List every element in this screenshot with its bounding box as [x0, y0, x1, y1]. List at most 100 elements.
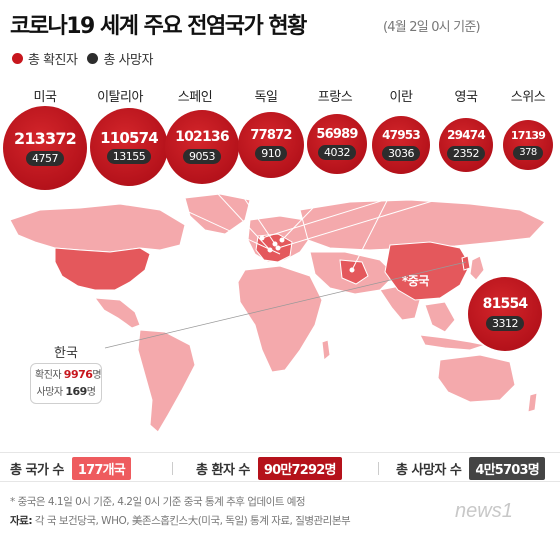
- canada-shape: [9, 203, 186, 253]
- country-name-switzerland: 스위스: [510, 90, 546, 105]
- total-patients-label: 총 환자 수: [196, 463, 250, 478]
- divider: [378, 462, 379, 475]
- deaths-value: 3036: [382, 145, 420, 161]
- country-bubbles: 미국 213372 4757 이탈리아 110574 13155 스페인 102…: [0, 0, 560, 200]
- source-label: 자료:: [10, 515, 33, 527]
- bubble-usa: 213372 4757: [3, 106, 87, 190]
- africa-shape: [237, 265, 323, 373]
- country-name-spain: 스페인: [177, 90, 213, 105]
- country-name-germany: 독일: [254, 90, 278, 105]
- iran-shape: [339, 259, 369, 285]
- deaths-value: 13155: [106, 149, 152, 165]
- deaths-value: 4032: [318, 145, 356, 161]
- japan-shape: [469, 255, 485, 281]
- korea-deaths-unit: 명: [86, 386, 96, 398]
- marker-dot: [272, 241, 278, 247]
- page-title: 코로나19 세계 주요 전염국가 현황: [10, 14, 307, 39]
- cases-value: 213372: [14, 129, 77, 149]
- cases-value: 81554: [482, 296, 529, 313]
- total-countries-value: 177개국: [71, 457, 131, 480]
- country-name-italy: 이탈리아: [97, 90, 143, 105]
- cases-value: 77872: [250, 127, 292, 143]
- source-line: 자료: 각 국 보건당국, WHO, 美존스홉킨스大(미국, 독일) 통계 자료…: [10, 513, 351, 528]
- bubble-switzerland: 17139 378: [503, 120, 553, 170]
- korea-deaths-value: 169: [65, 384, 87, 398]
- legend-deaths-label: 총 사망자: [103, 53, 153, 68]
- total-deaths-label: 총 사망자 수: [396, 463, 462, 478]
- total-deaths-value: 4만5703명: [469, 457, 545, 480]
- marker-dot: [275, 245, 281, 251]
- korea-deaths-label: 사망자: [36, 386, 64, 398]
- madagascar-shape: [321, 339, 331, 361]
- indonesia-shape: [419, 334, 487, 351]
- deaths-value: 3312: [486, 315, 524, 331]
- leader-line-uk: [261, 190, 419, 239]
- leader-line-france: [281, 190, 332, 241]
- australia-shape: [437, 354, 516, 403]
- divider: [172, 462, 173, 475]
- news1-logo: news1: [455, 500, 513, 522]
- southeast-asia-shape: [424, 301, 456, 333]
- korea-panel: 확진자 9976명 사망자 169명: [30, 363, 102, 404]
- bubble-spain: 102136 9053: [165, 110, 239, 184]
- source-text: 각 국 보건당국, WHO, 美존스홉킨스大(미국, 독일) 통계 자료, 질병…: [34, 515, 351, 527]
- leader-line-spain: [213, 190, 271, 251]
- legend-cases-label: 총 확진자: [28, 53, 78, 68]
- korea-title: 한국: [54, 346, 78, 361]
- deaths-value: 2352: [447, 145, 485, 161]
- central-america-shape: [93, 297, 141, 329]
- bubble-italy: 110574 13155: [90, 108, 168, 186]
- china-map-label: *중국: [402, 274, 429, 288]
- deaths-value: 910: [255, 146, 287, 162]
- total-countries: 총 국가 수 177개국: [10, 457, 131, 480]
- new-zealand-shape: [527, 392, 538, 413]
- totals-strip: 총 국가 수 177개국 총 환자 수 90만7292명 총 사망자 수 4만5…: [0, 452, 560, 482]
- country-name-iran: 이란: [389, 90, 413, 105]
- cases-value: 56989: [316, 126, 358, 142]
- legend-item-cases: 총 확진자: [12, 49, 78, 68]
- russia-shape: [299, 199, 546, 251]
- country-name-uk: 영국: [454, 90, 478, 105]
- korea-cases-value: 9976: [63, 368, 93, 381]
- logo-text: news1: [455, 500, 513, 522]
- korea-cases-row: 확진자 9976명: [35, 367, 102, 384]
- dark-dot-icon: [87, 53, 99, 64]
- cases-value: 17139: [510, 129, 546, 143]
- bubble-china: 81554 3312: [468, 277, 542, 351]
- korea-info-box: 한국 확진자 9976명 사망자 169명: [30, 342, 102, 404]
- red-dot-icon: [12, 53, 23, 64]
- deaths-value: 9053: [183, 148, 221, 164]
- marker-dot: [259, 235, 265, 241]
- footnote: * 중국은 4.1일 0시 기준, 4.2일 0시 기준 중국 통계 추후 업데…: [10, 496, 306, 508]
- leader-line-korea: [104, 261, 467, 349]
- bubble-uk: 29474 2352: [439, 118, 493, 172]
- greenland-shape: [184, 193, 251, 235]
- cases-value: 47953: [382, 128, 421, 143]
- total-patients-value: 90만7292명: [257, 457, 342, 480]
- south-america-shape: [137, 329, 196, 433]
- legend: 총 확진자 총 사망자: [12, 49, 163, 68]
- cases-value: 29474: [447, 128, 486, 143]
- total-deaths: 총 사망자 수 4만5703명: [396, 457, 545, 480]
- total-patients: 총 환자 수 90만7292명: [196, 457, 342, 480]
- cases-value: 102136: [175, 129, 229, 146]
- country-name-usa: 미국: [33, 90, 57, 105]
- deaths-value: 378: [513, 145, 543, 160]
- korea-shape: [461, 255, 471, 271]
- leader-line-iran: [351, 190, 393, 271]
- deaths-value: 4757: [26, 150, 64, 166]
- korea-cases-unit: 명: [92, 370, 102, 381]
- marker-dot: [279, 237, 285, 243]
- bubble-germany: 77872 910: [238, 112, 304, 178]
- bubble-france: 56989 4032: [307, 114, 367, 174]
- bubble-iran: 47953 3036: [372, 116, 430, 174]
- usa-shape: [54, 247, 151, 291]
- leader-line-italy: [139, 190, 281, 255]
- korea-deaths-row: 사망자 169명: [35, 384, 97, 401]
- marker-dot: [267, 247, 273, 253]
- leader-line-switzerland: [277, 190, 471, 249]
- cases-value: 110574: [100, 128, 159, 147]
- marker-dot: [349, 267, 355, 273]
- page-subtitle: (4월 2일 0시 기준): [383, 20, 481, 35]
- country-name-france: 프랑스: [317, 90, 353, 105]
